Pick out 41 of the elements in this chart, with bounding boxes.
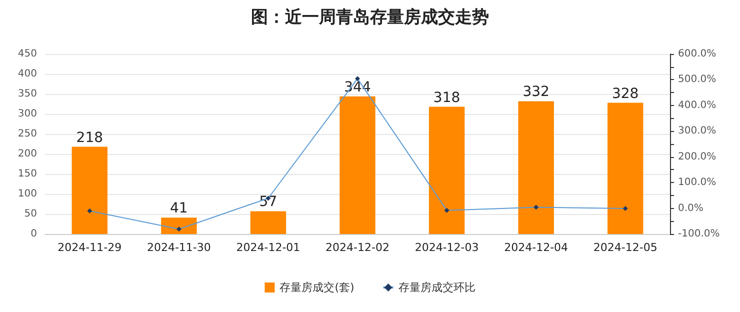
y-tick-label: 150: [18, 168, 37, 180]
chart-title: 图：近一周青岛存量房成交走势: [251, 8, 489, 28]
y-tick-label: 200: [18, 148, 37, 160]
y-tick-label: 0: [30, 228, 37, 240]
x-tick-label: 2024-12-02: [326, 241, 390, 254]
bar: [72, 146, 108, 234]
y-tick-label: 300: [18, 108, 37, 120]
y2-tick-label: 500.0%: [678, 74, 716, 86]
y2-tick-label: 400.0%: [678, 100, 716, 111]
data-label: 218: [76, 130, 104, 146]
bar: [250, 211, 286, 234]
bar: [518, 101, 554, 234]
data-label: 328: [612, 86, 639, 102]
y-tick-label: 450: [18, 48, 37, 60]
y-tick-label: 400: [18, 68, 37, 80]
bar: [340, 96, 376, 234]
data-label: 332: [522, 84, 550, 100]
x-tick-label: 2024-12-03: [414, 241, 479, 254]
y2-tick-label: -100.0%: [678, 228, 720, 240]
y-tick-label: 250: [18, 128, 37, 140]
y-tick-label: 100: [18, 188, 37, 200]
y2-tick-label: 300.0%: [678, 126, 716, 137]
y-tick-label: 350: [18, 88, 37, 100]
bar: [428, 106, 465, 234]
data-label: 57: [259, 194, 278, 210]
y2-tick-label: 0.0%: [678, 202, 704, 214]
bar: [608, 102, 644, 234]
y2-tick-label: 200.0%: [678, 151, 716, 162]
y2-tick-label: 600.0%: [678, 48, 716, 60]
x-tick-label: 2024-11-30: [146, 241, 211, 254]
legend-label: 存量房成交(套): [280, 281, 354, 294]
data-label: 318: [433, 90, 460, 106]
data-label: 41: [170, 200, 188, 217]
y-tick-label: 50: [24, 208, 37, 220]
bar: [161, 218, 197, 234]
legend-label: 存量房成交环比: [398, 281, 476, 294]
x-tick-label: 2024-12-05: [593, 241, 658, 254]
x-tick-label: 2024-11-29: [58, 241, 122, 254]
x-tick-label: 2024-12-01: [236, 241, 300, 254]
y2-tick-label: 100.0%: [678, 177, 716, 188]
x-tick-label: 2024-12-04: [504, 241, 568, 254]
